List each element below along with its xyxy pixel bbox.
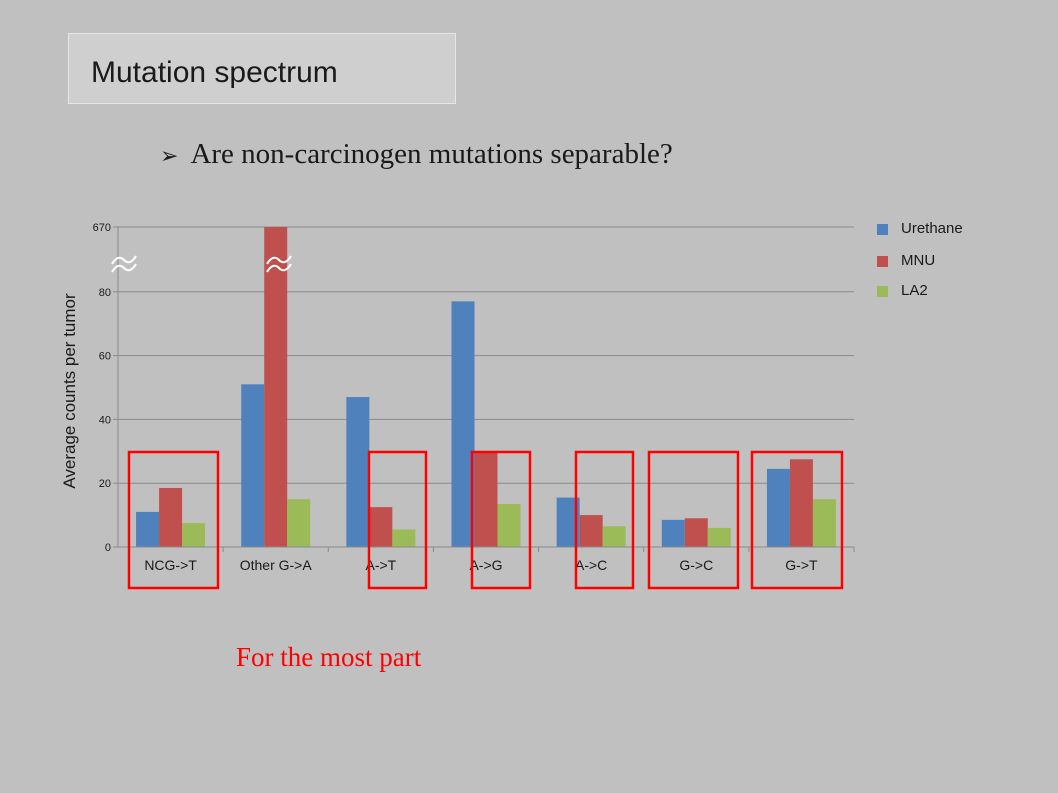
x-tick-label: Other G->A — [240, 557, 313, 573]
highlight-box — [750, 450, 844, 590]
y-tick-label-40: 40 — [99, 414, 111, 426]
bar-mnu-0 — [159, 487, 183, 547]
conclusion-text: For the most part — [236, 642, 422, 672]
bar-urethane-3 — [451, 301, 475, 547]
bar-la2-2 — [392, 529, 416, 547]
bar-urethane-1 — [241, 384, 265, 547]
bar-la2-5 — [707, 527, 731, 547]
y-tick-label-60: 60 — [99, 351, 111, 363]
bar-urethane-5 — [661, 519, 685, 547]
bar-break-mark-b — [266, 263, 292, 273]
y-tick-label-80: 80 — [99, 287, 111, 299]
x-tick-label: A->G — [469, 557, 502, 573]
legend-item-urethane: Urethane — [870, 218, 982, 242]
bar-mnu-5 — [684, 518, 708, 547]
legend-item-mnu: MNU — [870, 250, 982, 274]
bar-mnu-3 — [474, 451, 498, 547]
bar-la2-3 — [497, 503, 521, 547]
legend-label-la2: LA2 — [901, 282, 928, 299]
highlight-box — [367, 450, 428, 590]
bar-mnu-2 — [369, 507, 393, 547]
y-tick-label-670: 670 — [93, 222, 111, 234]
x-tick-label: A->C — [575, 557, 607, 573]
legend-swatch-urethane — [877, 224, 888, 235]
legend-label-mnu: MNU — [901, 252, 936, 269]
axis-break-mark-b — [111, 263, 137, 273]
bar-mnu-4 — [579, 515, 603, 547]
bar-mnu-1 — [264, 227, 288, 547]
y-tick-label-0: 0 — [105, 542, 111, 554]
bar-urethane-2 — [346, 397, 370, 547]
y-tick-label-20: 20 — [99, 478, 111, 490]
title-box: Mutation spectrum — [68, 33, 456, 104]
bar-la2-4 — [602, 526, 626, 547]
legend-swatch-la2 — [877, 286, 888, 297]
bar-mnu-6 — [789, 459, 813, 547]
bar-urethane-4 — [556, 497, 580, 547]
arrow-bullet-icon: ➢ — [160, 144, 179, 169]
bar-la2-6 — [812, 499, 836, 547]
axis-break-mark-a — [111, 255, 137, 265]
highlight-box — [647, 450, 740, 590]
bar-urethane-0 — [136, 511, 160, 547]
highlight-box — [470, 450, 532, 590]
x-tick-label: A->T — [365, 557, 396, 573]
bar-break-mark-a — [266, 255, 292, 265]
slide-title: Mutation spectrum — [91, 56, 338, 89]
bar-urethane-6 — [766, 468, 790, 547]
legend-item-la2: LA2 — [870, 280, 982, 304]
x-tick-label: G->C — [679, 557, 713, 573]
x-tick-label: NCG->T — [144, 557, 197, 573]
question-text: Are non-carcinogen mutations separable? — [190, 138, 673, 170]
bar-la2-1 — [287, 499, 311, 547]
legend: Urethane MNU LA2 — [870, 216, 982, 306]
highlight-box — [127, 450, 220, 590]
x-tick-label: G->T — [785, 557, 818, 573]
legend-label-urethane: Urethane — [901, 220, 963, 237]
highlight-box — [574, 450, 635, 590]
question-line: ➢ Are non-carcinogen mutations separable? — [160, 138, 673, 171]
legend-swatch-mnu — [877, 256, 888, 267]
bar-la2-0 — [182, 523, 206, 547]
